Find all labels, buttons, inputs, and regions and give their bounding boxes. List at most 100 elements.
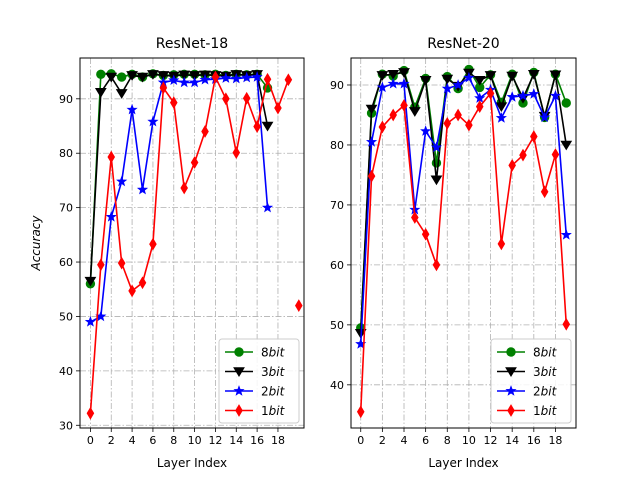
x-tick-label: 10 xyxy=(188,434,202,447)
data-point-3bit xyxy=(188,71,201,81)
legend-marker xyxy=(235,404,243,417)
x-tick-label: 16 xyxy=(250,434,264,447)
series-line-8bit xyxy=(89,72,269,284)
x-tick-label: 14 xyxy=(229,434,243,447)
x-tick-label: 6 xyxy=(422,434,429,447)
data-point-2bit xyxy=(528,88,540,99)
data-point-1bit xyxy=(284,73,293,87)
data-point-1bit xyxy=(107,150,116,164)
legend-label: 2bit xyxy=(533,385,558,399)
data-point-2bit xyxy=(178,76,190,88)
chart-panel-2: 0 2 4 6 8 10 12 14 16 18 40 50 60 70 80 90 ResNet-20 Laye… xyxy=(330,36,577,470)
data-point-1bit xyxy=(378,120,387,134)
data-point-3bit xyxy=(376,71,389,81)
series-2bit xyxy=(355,71,572,349)
data-point-1bit xyxy=(508,158,516,172)
y-tick-label: 80 xyxy=(330,139,344,152)
data-point-3bit xyxy=(408,107,421,117)
data-point-8bit xyxy=(116,72,127,82)
data-point-3bit xyxy=(84,276,97,287)
x-tick-label: 4 xyxy=(401,434,408,447)
data-point-1bit xyxy=(232,146,241,160)
series-line-3bit xyxy=(89,73,269,282)
data-point-2bit xyxy=(560,229,572,240)
data-point-2bit xyxy=(365,136,378,147)
legend-label: 1bit xyxy=(533,404,558,418)
series-line-2bit xyxy=(90,76,269,323)
data-point-3bit xyxy=(115,89,128,99)
data-point-1bit xyxy=(138,276,147,290)
data-point-2bit xyxy=(105,211,117,222)
data-point-1bit xyxy=(562,317,571,331)
y-tick-label: 40 xyxy=(59,365,73,378)
legend: 8bit 3bit 2bit 1bit xyxy=(218,338,300,424)
y-tick-label: 60 xyxy=(330,259,344,272)
data-point-1bit xyxy=(519,148,527,162)
data-point-3bit xyxy=(506,71,519,82)
data-point-3bit xyxy=(178,70,191,81)
data-point-2bit xyxy=(441,82,453,94)
data-point-1bit xyxy=(117,256,126,270)
plot-frame xyxy=(350,57,577,429)
data-point-3bit xyxy=(419,75,432,86)
x-tick-label: 8 xyxy=(444,434,451,447)
data-point-1bit xyxy=(274,101,282,115)
data-point-1bit xyxy=(201,125,209,138)
data-point-1bit xyxy=(128,284,136,298)
y-tick-label: 70 xyxy=(330,199,344,212)
legend-label: 8bit xyxy=(261,346,286,360)
data-point-1bit xyxy=(432,258,441,272)
data-point-3bit xyxy=(365,104,378,115)
data-point-2bit xyxy=(136,183,149,195)
data-point-1bit xyxy=(443,116,452,130)
data-point-3bit xyxy=(495,102,508,113)
chart-title: ResNet-20 xyxy=(427,36,499,52)
data-point-1bit xyxy=(454,108,462,122)
data-point-2bit xyxy=(452,79,464,90)
x-tick-label: 6 xyxy=(149,434,156,447)
legend-box xyxy=(218,338,300,424)
data-point-1bit xyxy=(253,120,261,133)
legend-marker xyxy=(505,385,517,396)
data-point-1bit xyxy=(180,181,188,195)
series-line-1bit xyxy=(89,76,290,414)
data-point-3bit xyxy=(261,121,274,132)
x-axis-label: Layer Index xyxy=(428,456,498,470)
legend-marker xyxy=(505,367,517,377)
y-tick-label: 90 xyxy=(59,93,73,106)
data-point-2bit xyxy=(376,81,388,93)
data-point-2bit xyxy=(116,175,128,187)
chart-panel-1: 0 2 4 6 8 10 12 14 16 18 30 40 50 60 70 80 90 ResNet-18 La… xyxy=(29,36,305,470)
data-point-2bit xyxy=(84,316,96,327)
y-axis-label: Accuracy xyxy=(29,215,43,272)
legend-label: 8bit xyxy=(533,346,558,360)
data-point-1bit xyxy=(465,118,473,132)
legend-marker xyxy=(233,367,245,377)
x-tick-label: 0 xyxy=(87,434,94,447)
data-point-1bit xyxy=(222,92,230,106)
data-point-3bit xyxy=(430,175,443,186)
data-point-1bit xyxy=(400,98,408,112)
legend-label: 3bit xyxy=(533,365,558,379)
y-tick-label: 80 xyxy=(59,147,73,160)
data-point-2bit xyxy=(189,76,201,88)
data-point-3bit xyxy=(560,140,573,151)
data-point-1bit xyxy=(86,406,95,420)
data-point-2bit xyxy=(539,111,551,123)
data-point-1bit xyxy=(242,91,251,105)
legend: 8bit 3bit 2bit 1bit xyxy=(490,338,572,424)
y-tick-label: 90 xyxy=(330,79,344,92)
data-point-1bit xyxy=(411,211,419,224)
series-1bit xyxy=(86,70,293,420)
data-point-2bit xyxy=(261,201,274,213)
x-tick-label: 10 xyxy=(462,434,476,447)
data-point-1bit xyxy=(497,237,506,251)
data-point-2bit xyxy=(495,112,507,123)
x-tick-label: 0 xyxy=(357,434,364,447)
plot-frame xyxy=(79,57,305,429)
data-point-2bit xyxy=(220,72,232,83)
legend-item-8bit: 8bit xyxy=(497,346,558,360)
data-point-2bit xyxy=(168,74,180,86)
data-point-2bit xyxy=(463,71,475,83)
